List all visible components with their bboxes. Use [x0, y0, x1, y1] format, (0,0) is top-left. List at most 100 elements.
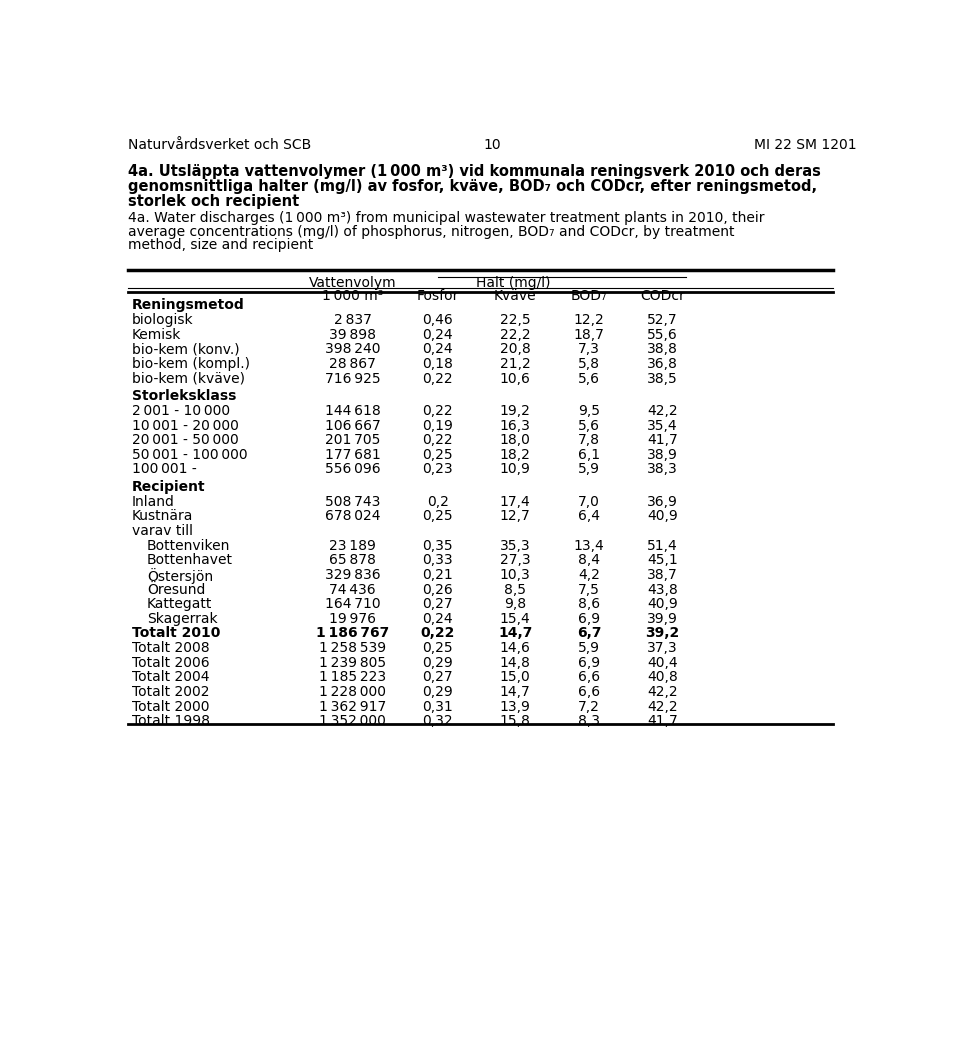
Text: 10: 10: [483, 138, 501, 151]
Text: 398 240: 398 240: [324, 342, 380, 357]
Text: 0,31: 0,31: [422, 700, 453, 713]
Text: 38,8: 38,8: [647, 342, 678, 357]
Text: 40,8: 40,8: [647, 670, 678, 684]
Text: 5,6: 5,6: [578, 419, 600, 432]
Text: 7,2: 7,2: [578, 700, 600, 713]
Text: 0,25: 0,25: [422, 641, 453, 655]
Text: 14,7: 14,7: [498, 626, 533, 641]
Text: 42,2: 42,2: [647, 685, 678, 699]
Text: 5,9: 5,9: [578, 641, 600, 655]
Text: 19,2: 19,2: [500, 404, 531, 418]
Text: Fosfor: Fosfor: [417, 289, 459, 303]
Text: 8,3: 8,3: [578, 714, 600, 728]
Text: 15,8: 15,8: [500, 714, 531, 728]
Text: 2 837: 2 837: [333, 313, 372, 327]
Text: Totalt 2004: Totalt 2004: [132, 670, 209, 684]
Text: 39,9: 39,9: [647, 612, 678, 626]
Text: 329 836: 329 836: [324, 568, 380, 582]
Text: 4,2: 4,2: [578, 568, 600, 582]
Text: Totalt 1998: Totalt 1998: [132, 714, 209, 728]
Text: Recipient: Recipient: [132, 480, 205, 495]
Text: 38,5: 38,5: [647, 371, 678, 386]
Text: method, size and recipient: method, size and recipient: [128, 237, 313, 252]
Text: 39,2: 39,2: [645, 626, 680, 641]
Text: 106 667: 106 667: [324, 419, 380, 432]
Text: 42,2: 42,2: [647, 404, 678, 418]
Text: 17,4: 17,4: [500, 495, 531, 509]
Text: 164 710: 164 710: [324, 597, 380, 611]
Text: 6,4: 6,4: [578, 509, 600, 524]
Text: 0,46: 0,46: [422, 313, 453, 327]
Text: 35,4: 35,4: [647, 419, 678, 432]
Text: 7,0: 7,0: [578, 495, 600, 509]
Text: 7,8: 7,8: [578, 433, 600, 447]
Text: 23 189: 23 189: [329, 538, 376, 553]
Text: Öresund: Öresund: [147, 583, 205, 596]
Text: 0,24: 0,24: [422, 612, 453, 626]
Text: 0,23: 0,23: [422, 463, 453, 476]
Text: Naturvårdsverket och SCB: Naturvårdsverket och SCB: [128, 138, 311, 151]
Text: 1 352 000: 1 352 000: [319, 714, 386, 728]
Text: 1 258 539: 1 258 539: [319, 641, 386, 655]
Text: 52,7: 52,7: [647, 313, 678, 327]
Text: 0,32: 0,32: [422, 714, 453, 728]
Text: 38,7: 38,7: [647, 568, 678, 582]
Text: 0,18: 0,18: [422, 357, 453, 371]
Text: 1 000 m³: 1 000 m³: [322, 289, 383, 303]
Text: 144 618: 144 618: [324, 404, 380, 418]
Text: Inland: Inland: [132, 495, 175, 509]
Text: 6,1: 6,1: [578, 448, 600, 461]
Text: 13,9: 13,9: [500, 700, 531, 713]
Text: 0,21: 0,21: [422, 568, 453, 582]
Text: 8,4: 8,4: [578, 554, 600, 567]
Text: 28 867: 28 867: [329, 357, 376, 371]
Text: 0,27: 0,27: [422, 597, 453, 611]
Text: 556 096: 556 096: [324, 463, 380, 476]
Text: 22,5: 22,5: [500, 313, 531, 327]
Text: 0,25: 0,25: [422, 448, 453, 461]
Text: 1 186 767: 1 186 767: [316, 626, 389, 641]
Text: 6,7: 6,7: [577, 626, 601, 641]
Text: 0,35: 0,35: [422, 538, 453, 553]
Text: Kustnära: Kustnära: [132, 509, 193, 524]
Text: 7,5: 7,5: [578, 583, 600, 596]
Text: 18,0: 18,0: [500, 433, 531, 447]
Text: Storleksklass: Storleksklass: [132, 389, 236, 403]
Text: 4a. Water discharges (1 000 m³) from municipal wastewater treatment plants in 20: 4a. Water discharges (1 000 m³) from mun…: [128, 212, 764, 225]
Text: 50 001 - 100 000: 50 001 - 100 000: [132, 448, 248, 461]
Text: 15,0: 15,0: [500, 670, 531, 684]
Text: 0,22: 0,22: [422, 404, 453, 418]
Text: Totalt 2008: Totalt 2008: [132, 641, 209, 655]
Text: Östersjön: Östersjön: [147, 568, 213, 584]
Text: Kväve: Kväve: [494, 289, 537, 303]
Text: 716 925: 716 925: [324, 371, 380, 386]
Text: 0,27: 0,27: [422, 670, 453, 684]
Text: 38,3: 38,3: [647, 463, 678, 476]
Text: BOD₇: BOD₇: [570, 289, 607, 303]
Text: 508 743: 508 743: [324, 495, 380, 509]
Text: 10,3: 10,3: [500, 568, 531, 582]
Text: 18,7: 18,7: [573, 328, 604, 342]
Text: 19 976: 19 976: [329, 612, 376, 626]
Text: 7,3: 7,3: [578, 342, 600, 357]
Text: 0,24: 0,24: [422, 342, 453, 357]
Text: Totalt 2000: Totalt 2000: [132, 700, 209, 713]
Text: Reningsmetod: Reningsmetod: [132, 299, 245, 312]
Text: bio-kem (kompl.): bio-kem (kompl.): [132, 357, 250, 371]
Text: Totalt 2002: Totalt 2002: [132, 685, 209, 699]
Text: 14,6: 14,6: [500, 641, 531, 655]
Text: 40,4: 40,4: [647, 655, 678, 670]
Text: Halt (mg/l): Halt (mg/l): [476, 276, 551, 290]
Text: Skagerrak: Skagerrak: [147, 612, 218, 626]
Text: 100 001 -: 100 001 -: [132, 463, 197, 476]
Text: 5,8: 5,8: [578, 357, 600, 371]
Text: 678 024: 678 024: [324, 509, 380, 524]
Text: 0,22: 0,22: [420, 626, 455, 641]
Text: 1 228 000: 1 228 000: [319, 685, 386, 699]
Text: 43,8: 43,8: [647, 583, 678, 596]
Text: 1 185 223: 1 185 223: [319, 670, 386, 684]
Text: 40,9: 40,9: [647, 597, 678, 611]
Text: 10,9: 10,9: [500, 463, 531, 476]
Text: 12,7: 12,7: [500, 509, 531, 524]
Text: 6,9: 6,9: [578, 655, 600, 670]
